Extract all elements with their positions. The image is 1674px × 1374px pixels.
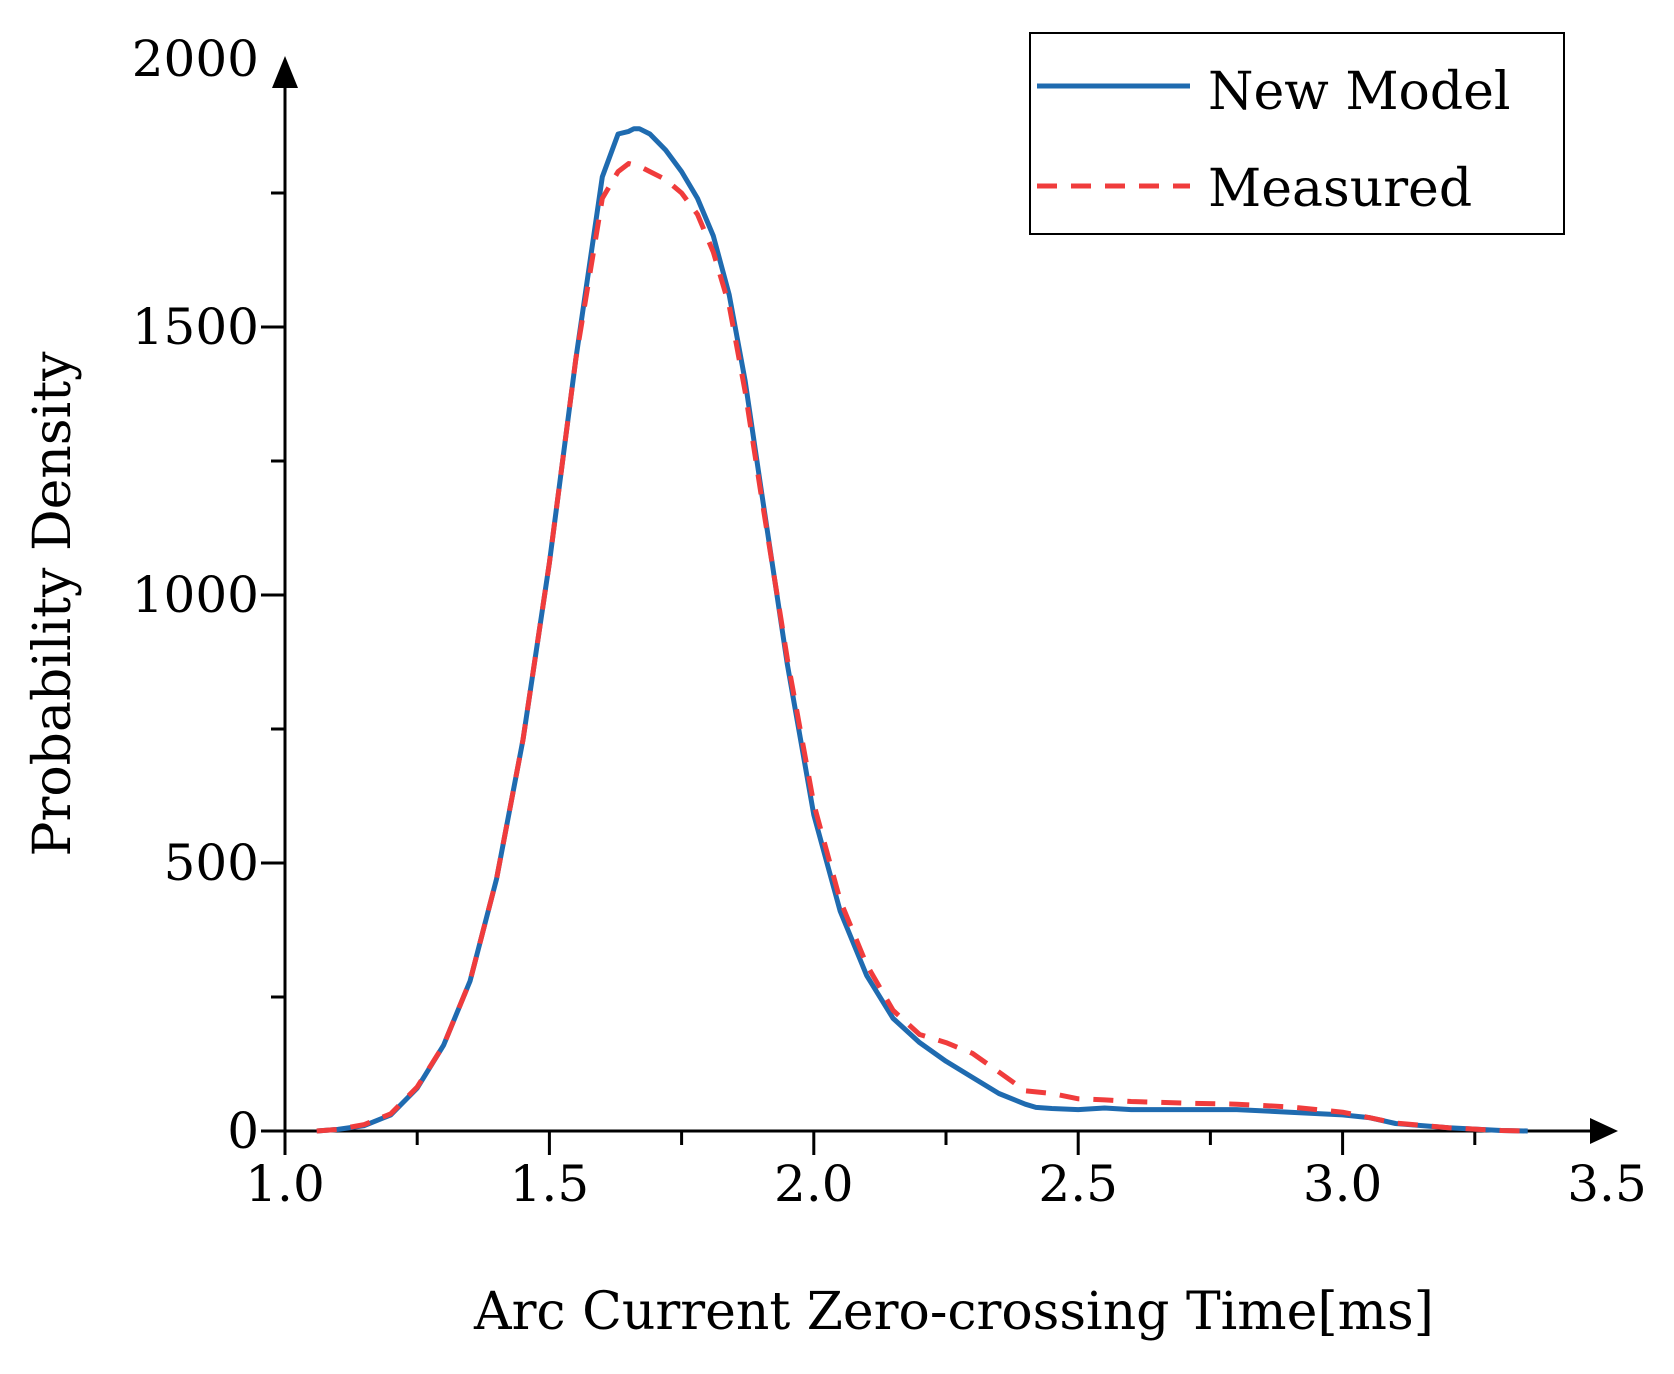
y-tick-label: 1500 [132,298,259,356]
x-tick-label: 2.0 [774,1155,854,1213]
x-tick-label: 1.0 [245,1155,325,1213]
series-line-new-model [316,126,1528,1134]
y-tick-label: 1000 [132,566,259,624]
y-tick-label: 500 [164,834,259,892]
series-layer [316,126,1528,1134]
y-axis-arrow [272,56,298,88]
x-axis-title: Arc Current Zero-crossing Time[ms] [473,1282,1434,1342]
legend-label-measured: Measured [1208,159,1472,219]
legend: New Model Measured [1029,32,1565,235]
x-axis-arrow [1590,1118,1618,1144]
series-line-measured [316,161,1528,1134]
y-axis-title: Probability Density [23,351,83,857]
ticks: 1.0 1.5 2.0 2.5 3.0 3.5 0 500 1000 1500 2000 [132,30,1647,1213]
x-tick-label: 1.5 [510,1155,590,1213]
axes [272,56,1618,1144]
x-tick-label: 2.5 [1038,1155,1118,1213]
x-tick-label: 3.5 [1567,1155,1647,1213]
x-tick-label: 3.0 [1303,1155,1383,1213]
y-tick-label: 2000 [132,30,259,88]
legend-box [1029,32,1565,235]
y-tick-label: 0 [227,1102,259,1160]
legend-label-new-model: New Model [1208,62,1511,122]
